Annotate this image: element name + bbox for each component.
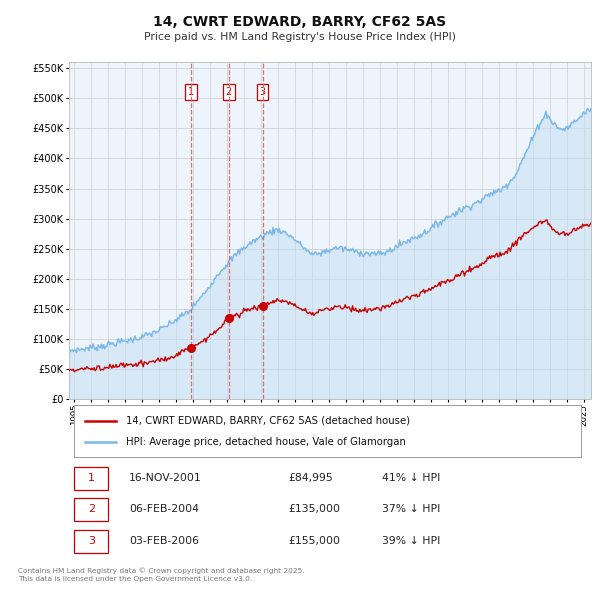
Text: 03-FEB-2006: 03-FEB-2006 <box>129 536 199 546</box>
Text: 14, CWRT EDWARD, BARRY, CF62 5AS: 14, CWRT EDWARD, BARRY, CF62 5AS <box>154 15 446 29</box>
FancyBboxPatch shape <box>74 467 108 490</box>
Text: 37% ↓ HPI: 37% ↓ HPI <box>382 504 440 514</box>
Text: 2: 2 <box>88 504 95 514</box>
Text: £135,000: £135,000 <box>288 504 340 514</box>
FancyBboxPatch shape <box>74 499 108 522</box>
Text: £155,000: £155,000 <box>288 536 340 546</box>
Text: 16-NOV-2001: 16-NOV-2001 <box>129 473 202 483</box>
Text: 39% ↓ HPI: 39% ↓ HPI <box>382 536 440 546</box>
Text: HPI: Average price, detached house, Vale of Glamorgan: HPI: Average price, detached house, Vale… <box>127 437 406 447</box>
FancyBboxPatch shape <box>74 405 581 457</box>
Text: 2: 2 <box>226 87 232 97</box>
Text: 1: 1 <box>88 473 95 483</box>
Text: 3: 3 <box>88 536 95 546</box>
Text: 3: 3 <box>260 87 266 97</box>
FancyBboxPatch shape <box>74 530 108 553</box>
Text: 06-FEB-2004: 06-FEB-2004 <box>129 504 199 514</box>
Text: £84,995: £84,995 <box>288 473 333 483</box>
Text: Price paid vs. HM Land Registry's House Price Index (HPI): Price paid vs. HM Land Registry's House … <box>144 32 456 42</box>
Text: 14, CWRT EDWARD, BARRY, CF62 5AS (detached house): 14, CWRT EDWARD, BARRY, CF62 5AS (detach… <box>127 415 410 425</box>
Text: Contains HM Land Registry data © Crown copyright and database right 2025.
This d: Contains HM Land Registry data © Crown c… <box>18 568 305 582</box>
Text: 41% ↓ HPI: 41% ↓ HPI <box>382 473 440 483</box>
Text: 1: 1 <box>188 87 194 97</box>
